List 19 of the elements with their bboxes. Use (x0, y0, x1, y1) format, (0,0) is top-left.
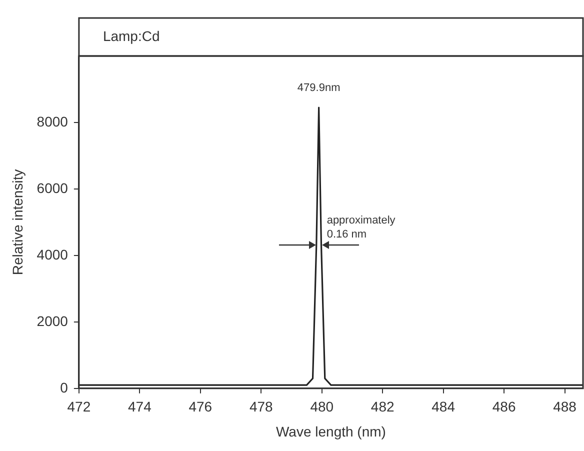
x-tick-label: 482 (370, 398, 394, 415)
x-tick-label: 476 (188, 398, 212, 415)
y-tick-label: 0 (60, 379, 68, 396)
x-tick-label: 488 (553, 398, 577, 415)
annotation: 479.9nm (297, 82, 340, 94)
annotation: approximately 0.16 nm (326, 214, 396, 240)
y-tick-label: 2000 (36, 312, 68, 329)
x-axis-title: Wave length (nm) (276, 423, 386, 440)
x-tick-label: 484 (432, 398, 456, 415)
y-tick-label: 6000 (36, 180, 68, 196)
x-tick-label: 472 (67, 398, 91, 415)
y-tick-label: 8000 (36, 113, 68, 130)
x-tick-label: 478 (249, 398, 274, 415)
y-tick-label: 4000 (36, 246, 68, 262)
y-axis-title: Relative intensity (9, 169, 26, 276)
x-tick-label: 474 (128, 398, 152, 415)
x-tick-label: 480 (310, 398, 334, 415)
x-tick-label: 486 (492, 398, 516, 415)
chart-title: Lamp:Cd (102, 28, 160, 44)
